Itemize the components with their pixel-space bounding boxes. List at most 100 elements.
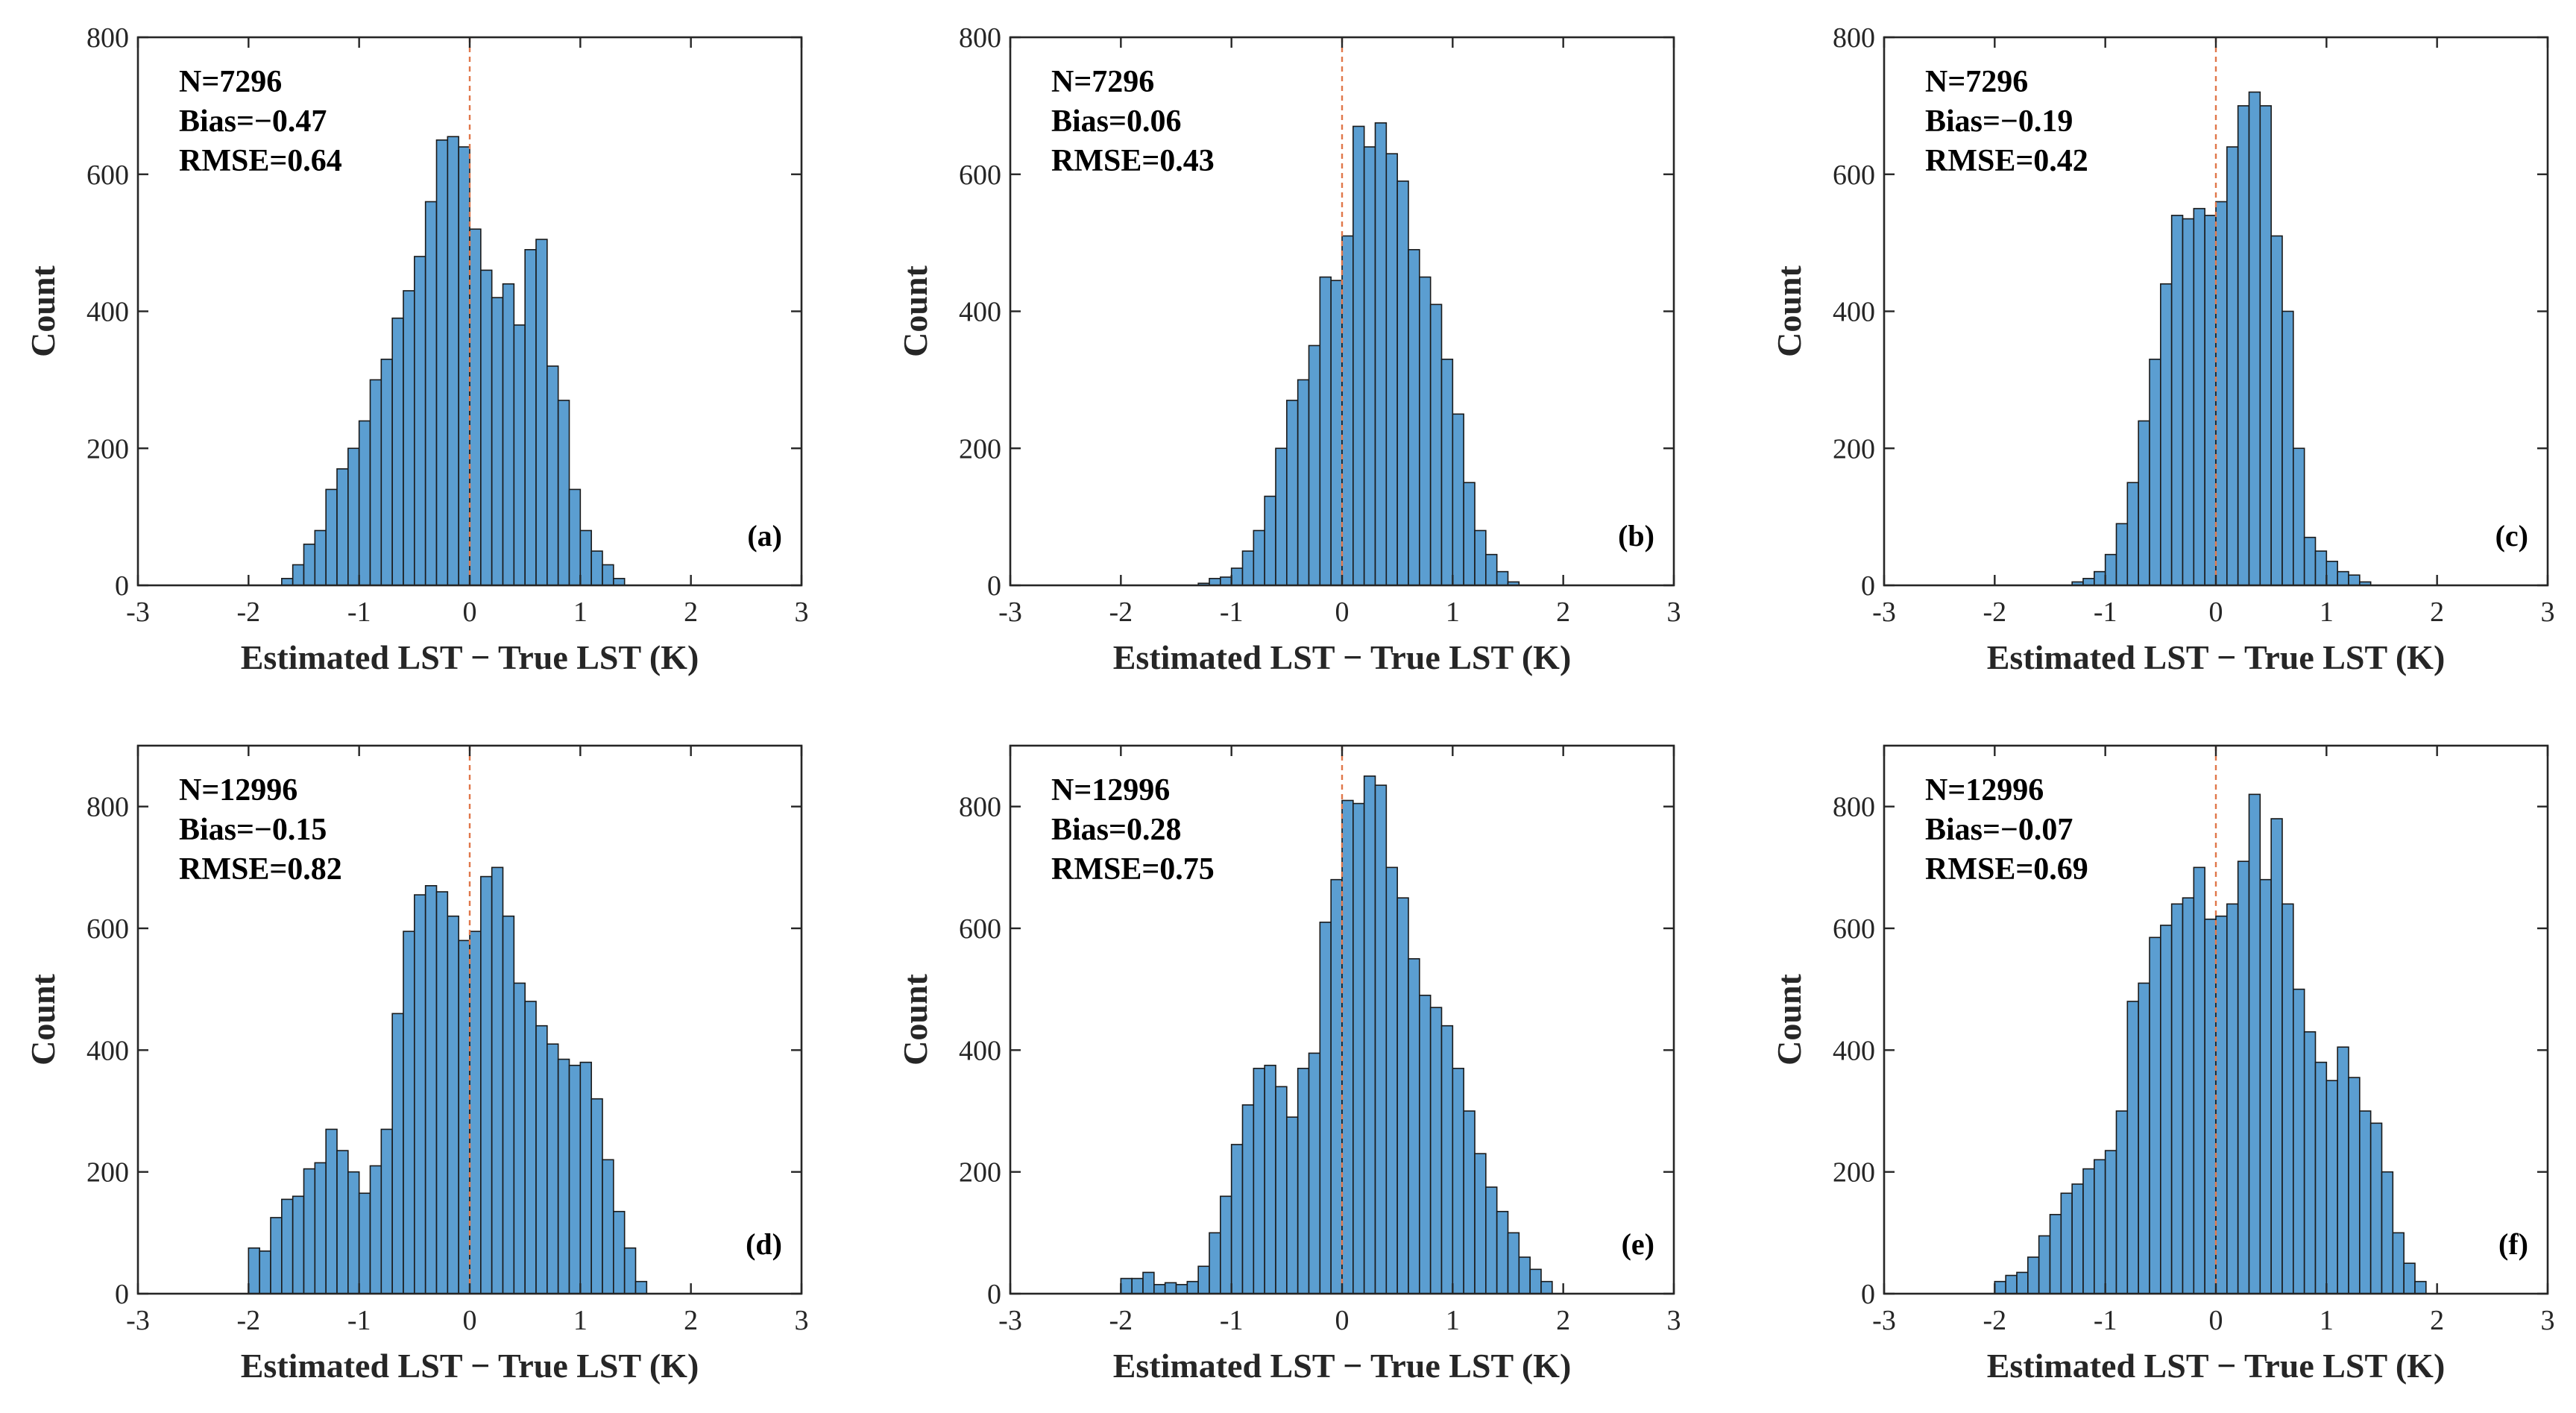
histogram-bar — [613, 578, 626, 586]
x-tick-label: 3 — [2541, 1305, 2555, 1336]
y-tick-label: 200 — [959, 433, 1001, 465]
histogram-bar — [2314, 1061, 2328, 1294]
histogram-bar — [2314, 550, 2328, 586]
histogram-bar — [557, 400, 570, 586]
histogram-bar — [1518, 1256, 1531, 1294]
histogram-bar — [1352, 802, 1365, 1294]
x-tick-label: 3 — [1667, 597, 1681, 628]
histogram-bar — [1209, 1232, 1221, 1294]
histogram-bar — [2027, 1256, 2040, 1294]
histogram-bar — [391, 1013, 404, 1294]
histogram-bar — [2325, 1080, 2338, 1294]
y-tick-label: 400 — [86, 297, 129, 328]
histogram-bar — [1540, 1280, 1553, 1294]
histogram-bar — [547, 1043, 559, 1294]
stat-annotation: RMSE=0.43 — [1051, 144, 1215, 178]
histogram-bar — [2193, 866, 2205, 1294]
y-axis-label: Count — [24, 265, 62, 356]
histogram-bar — [2226, 903, 2239, 1294]
histogram-bar — [2259, 105, 2272, 586]
histogram-bar — [491, 866, 504, 1294]
x-tick-label: -1 — [347, 597, 371, 628]
histogram-bar — [1308, 1052, 1321, 1294]
x-tick-label: 3 — [795, 597, 809, 628]
histogram-bar — [303, 1168, 316, 1294]
histogram-bar — [2204, 215, 2217, 586]
x-tick-label: 0 — [463, 1305, 477, 1336]
histogram-bar — [2016, 1271, 2029, 1294]
histogram-bar — [1330, 280, 1343, 586]
histogram-bar — [2204, 918, 2217, 1294]
histogram-bar — [380, 359, 393, 586]
histogram-bar — [447, 915, 459, 1294]
histogram-bar — [2094, 1159, 2106, 1294]
histogram-bar — [2281, 903, 2294, 1294]
y-tick-label: 800 — [86, 792, 129, 823]
x-tick-label: -2 — [237, 1305, 261, 1336]
histogram-bar — [1429, 1007, 1443, 1294]
histogram-bar — [1408, 249, 1420, 586]
histogram-bar — [2293, 988, 2305, 1294]
stat-annotation: Bias=−0.15 — [179, 813, 327, 847]
y-axis-label: Count — [896, 265, 934, 356]
x-tick-label: 2 — [1556, 1305, 1570, 1336]
histogram-bar — [358, 1192, 371, 1294]
histogram-bar — [535, 1025, 548, 1294]
y-axis-label: Count — [1770, 973, 1808, 1065]
histogram-bar — [1241, 550, 1255, 586]
histogram-bar — [602, 1159, 614, 1294]
histogram-bar — [2392, 1232, 2405, 1294]
histogram-bar — [524, 249, 537, 586]
histogram-bar — [1131, 1277, 1144, 1294]
histogram-bar — [358, 420, 371, 586]
histogram-bars — [281, 136, 626, 586]
histogram-bar — [2115, 523, 2129, 586]
y-tick-label: 800 — [86, 22, 129, 54]
histogram-bar — [502, 915, 515, 1294]
y-tick-label: 200 — [959, 1157, 1001, 1189]
histogram-bar — [458, 146, 470, 586]
stat-annotation: Bias=0.28 — [1051, 813, 1181, 847]
histogram-bar — [1341, 799, 1354, 1294]
histogram-bar — [1363, 775, 1376, 1294]
y-axis-label: Count — [1770, 265, 1808, 356]
histogram-bars — [1197, 122, 1520, 586]
y-tick-label: 800 — [1833, 22, 1875, 54]
x-tick-label: 0 — [1335, 1305, 1350, 1336]
y-tick-label: 200 — [1833, 1157, 1875, 1189]
histogram-bar — [1253, 1068, 1265, 1294]
histogram-bar — [414, 256, 426, 586]
x-axis-label: Estimated LST − True LST (K) — [1987, 1347, 2446, 1385]
histogram-bar — [579, 529, 592, 586]
histogram-bar — [2381, 1171, 2394, 1294]
histogram-bar — [2170, 215, 2184, 586]
histogram-bar — [1153, 1283, 1166, 1294]
x-tick-label: -3 — [1872, 1305, 1896, 1336]
histogram-bar — [1994, 1280, 2006, 1294]
histogram-bar — [1230, 567, 1244, 586]
panel-tag: (d) — [746, 1227, 782, 1261]
panel-tag: (b) — [1618, 519, 1654, 553]
histogram-bar — [513, 982, 526, 1294]
panel-e: -3 -2 -1 0 1 2 3 0 200 400 600 800 Estimated LST − T… — [896, 744, 1681, 1385]
histogram-bar — [1230, 1144, 1244, 1294]
histogram-bar — [292, 1195, 305, 1294]
histogram-bar — [2005, 1274, 2018, 1294]
x-tick-label: 0 — [463, 597, 477, 628]
y-tick-label: 400 — [86, 1035, 129, 1066]
stat-annotation: RMSE=0.82 — [179, 852, 342, 887]
histogram-bars — [1994, 793, 2427, 1294]
y-tick-label: 200 — [86, 1157, 129, 1189]
histogram-bar — [2049, 1214, 2062, 1294]
histogram-bar — [1496, 1210, 1509, 1294]
histogram-bar — [2293, 447, 2305, 586]
histogram-bar — [2138, 420, 2150, 586]
histogram-bar — [1419, 276, 1432, 586]
histogram-bars — [248, 866, 648, 1294]
histogram-bar — [403, 931, 415, 1294]
histogram-bar — [2237, 105, 2250, 586]
histogram-bar — [557, 1058, 570, 1294]
histogram-bar — [369, 379, 382, 586]
histogram-bar — [424, 885, 438, 1294]
y-tick-label: 400 — [959, 297, 1001, 328]
